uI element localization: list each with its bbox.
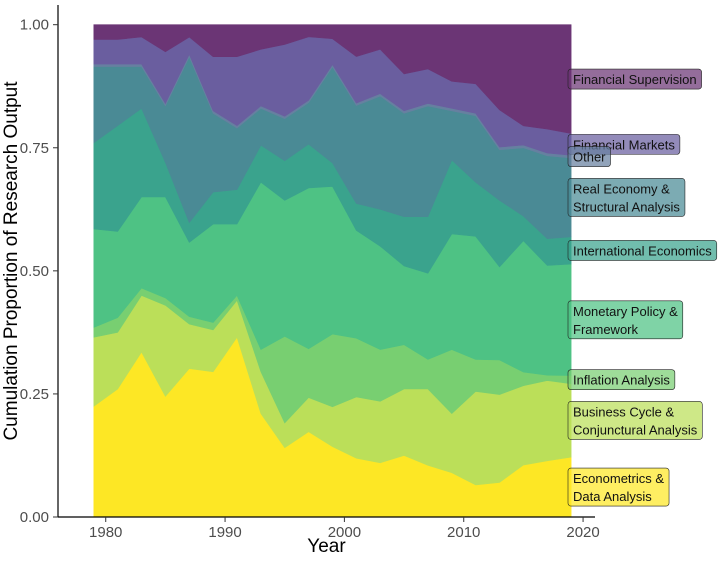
series-label-box	[567, 467, 670, 507]
series-label-box	[567, 146, 611, 167]
series-label-text: Conjunctural Analysis	[573, 422, 698, 437]
series-label-business-cycle-and-conjunctural-analysis: Business Cycle & Conjunctural Analysis	[567, 401, 703, 440]
series-label-text: Other	[573, 150, 606, 165]
series-label-international-economics: International Economics	[567, 240, 718, 261]
series-label-box	[567, 369, 676, 390]
series-label-monetary-policy-and-framework: Monetary Policy & Framework	[567, 300, 684, 340]
x-tick-label: 1990	[208, 524, 241, 541]
series-label-box	[567, 68, 702, 90]
series-label-text: International Economics	[573, 243, 712, 258]
series-label-econometrics-and-data-analysis: Econometrics & Data Analysis	[567, 467, 670, 507]
area-band-financial-supervision	[93, 24, 572, 134]
series-label-box	[567, 300, 684, 340]
x-tick-label: 2000	[328, 524, 361, 541]
series-label-real-economy-and-structural-analysis: Real Economy & Structural Analysis	[567, 178, 686, 217]
x-tick-label: 2010	[447, 524, 480, 541]
y-tick-label: 0.00	[20, 509, 49, 526]
series-label-box	[567, 401, 703, 440]
series-label-text: Framework	[573, 322, 639, 337]
series-label-text: Data Analysis	[573, 489, 652, 504]
series-label-text: Inflation Analysis	[573, 373, 670, 388]
series-label-text: Structural Analysis	[573, 199, 680, 214]
series-label-financial-supervision: Financial Supervision	[567, 68, 702, 90]
series-label-box	[567, 178, 686, 217]
y-tick-label: 0.50	[20, 263, 49, 280]
y-axis-title: Cumulation Proportion of Research Output	[1, 81, 22, 441]
series-label-inflation-analysis: Inflation Analysis	[567, 369, 676, 390]
series-label-text: Monetary Policy &	[573, 304, 678, 319]
x-tick-label: 1980	[89, 524, 122, 541]
series-label-other: Other	[567, 146, 611, 167]
series-label-text: Business Cycle &	[573, 404, 674, 419]
y-tick-label: 0.25	[20, 386, 49, 403]
series-label-box	[567, 240, 718, 261]
y-tick-label: 1.00	[20, 17, 49, 34]
x-tick-label: 2020	[566, 524, 599, 541]
y-tick-label: 0.75	[20, 140, 49, 157]
series-label-text: Real Economy &	[573, 181, 670, 196]
x-axis-title: Year	[307, 536, 346, 557]
series-label-text: Econometrics &	[573, 471, 664, 486]
series-label-text: Financial Supervision	[573, 72, 697, 87]
